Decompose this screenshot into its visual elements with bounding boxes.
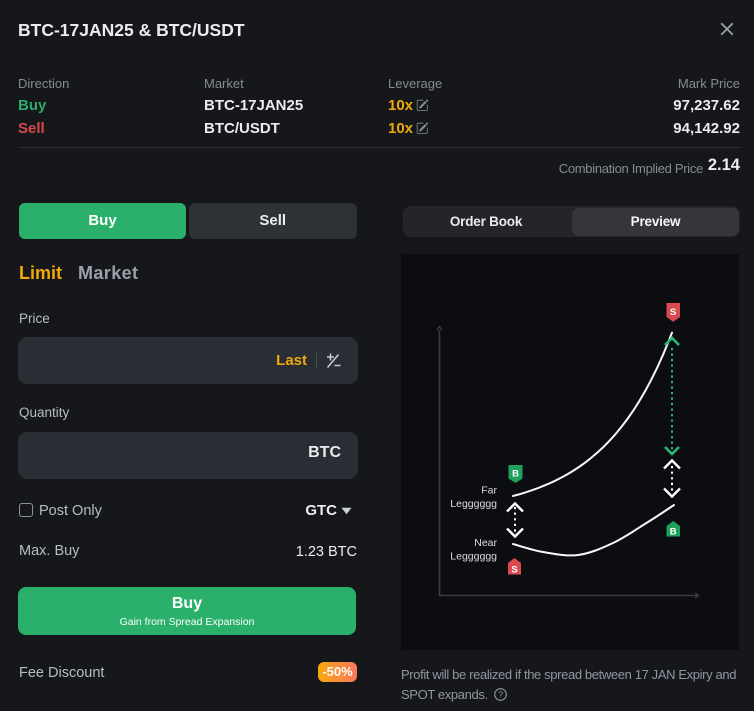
svg-text:Legggggg: Legggggg [450,551,497,563]
svg-text:Legggggg: Legggggg [450,498,497,510]
svg-text:S: S [670,307,676,318]
svg-text:Far: Far [481,485,497,497]
svg-text:B: B [512,469,519,480]
svg-text:S: S [511,565,517,576]
svg-text:Near: Near [474,537,497,549]
svg-text:?: ? [499,689,504,699]
svg-text:B: B [670,527,677,538]
